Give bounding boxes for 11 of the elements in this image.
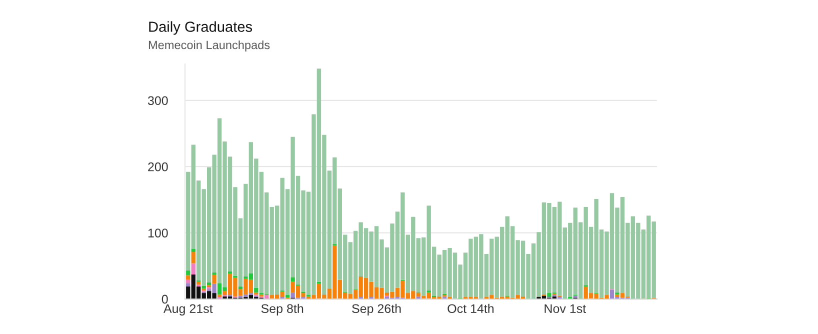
y-tick-label: 100 [148,228,168,238]
x-tick-label: Aug 21st [163,304,213,316]
y-tick-label: 200 [148,162,168,172]
chart-subtitle: Memecoin Launchpads [148,40,270,52]
x-tick-label: Sep 8th [261,304,304,316]
y-tick-label: 300 [148,96,168,106]
chart-title: Daily Graduates [149,21,252,35]
x-tick-label: Nov 1st [544,304,586,314]
x-tick-label: Sep 26th [352,304,401,316]
x-tick-label: Oct 14th [448,304,494,314]
y-tick-label: 0 [162,294,168,304]
